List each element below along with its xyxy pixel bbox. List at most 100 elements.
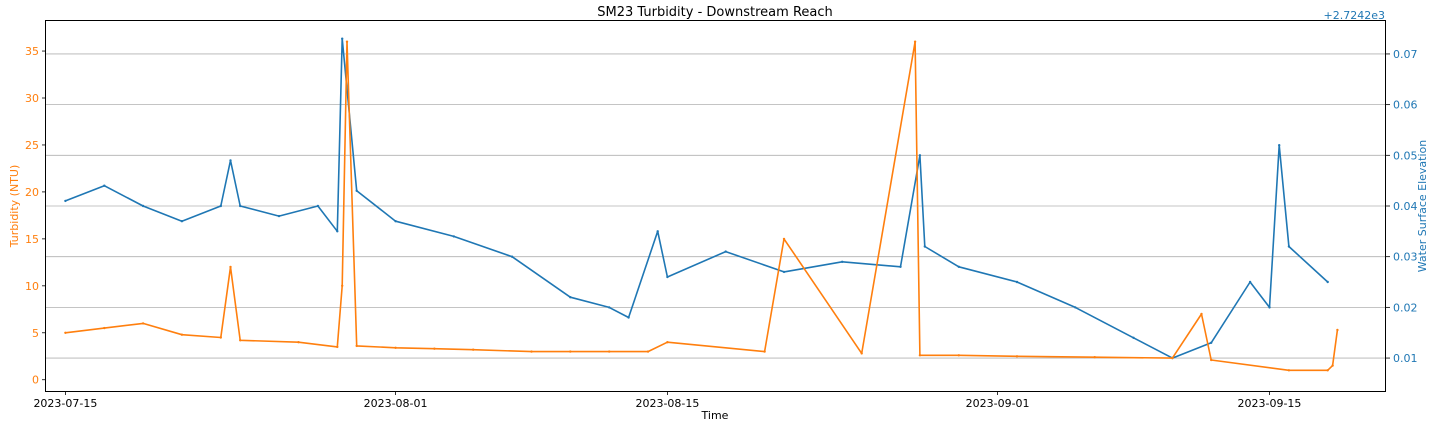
elevation-point (394, 220, 397, 223)
turbidity-point (646, 350, 650, 353)
elevation-point (355, 189, 358, 192)
elevation-point (841, 260, 844, 263)
left-tick-label: 10 (25, 280, 39, 293)
right-tick-label: 0.04 (1393, 200, 1418, 213)
elevation-point (64, 199, 67, 203)
left-axis-label: Turbidity (NTU) (8, 165, 21, 249)
x-axis-label: Time (701, 409, 729, 422)
elevation-point (141, 204, 145, 208)
x-tick-label: 2023-08-15 (635, 397, 699, 410)
x-tick-label: 2023-09-01 (966, 397, 1030, 410)
elevation-point (1074, 306, 1077, 309)
right-tick-label: 0.05 (1393, 149, 1418, 162)
turbidity-point (239, 339, 242, 342)
turbidity-point (341, 284, 344, 287)
grid-layer (46, 53, 1386, 359)
turbidity-point (913, 40, 917, 43)
elevation-point (103, 184, 106, 187)
turbidity-point (355, 344, 358, 348)
chart-title: SM23 Turbidity - Downstream Reach (597, 5, 833, 20)
right-axis: 0.01 0.02 0.03 0.04 0.05 0.06 0.07 (1386, 48, 1418, 365)
elevation-point (1015, 280, 1019, 284)
elevation-point (336, 230, 339, 233)
x-tick-label: 2023-07-15 (33, 397, 97, 410)
turbidity-point (666, 341, 669, 344)
series-layer (64, 37, 1339, 372)
elevation-point (923, 245, 926, 248)
elevation-point (239, 204, 242, 208)
turbidity-point (530, 350, 533, 353)
turbidity-point (180, 333, 184, 336)
turbidity-point (345, 40, 349, 43)
turbidity-point (1210, 358, 1213, 362)
left-tick-label: 25 (25, 139, 39, 152)
turbidity-point (1336, 328, 1339, 332)
elevation-point (452, 235, 455, 238)
turbidity-point (957, 354, 960, 357)
turbidity-point (141, 322, 145, 325)
right-tick-label: 0.06 (1393, 99, 1418, 112)
plot-frame (45, 20, 1386, 392)
turbidity-point (433, 347, 436, 350)
elevation-point (1326, 280, 1329, 284)
right-axis-offset-label: +2.7242e3 (1324, 9, 1385, 22)
turbidity-point (472, 348, 475, 351)
elevation-point (1268, 306, 1271, 309)
left-tick-label: 15 (25, 233, 39, 246)
right-tick-label: 0.03 (1393, 251, 1418, 264)
elevation-point (1132, 336, 1135, 339)
elevation-point (1278, 144, 1281, 147)
turbidity-point (336, 345, 339, 349)
elevation-point (510, 255, 514, 258)
turbidity-point (1171, 356, 1174, 360)
elevation-point (918, 154, 922, 157)
left-tick-label: 0 (32, 374, 39, 387)
elevation-point (666, 275, 669, 279)
elevation-point (627, 316, 630, 319)
elevation-point (1287, 245, 1291, 248)
turbidity-point (860, 352, 863, 355)
elevation-point (957, 265, 960, 268)
turbidity-point (918, 354, 922, 357)
turbidity-point (1331, 364, 1334, 367)
right-tick-label: 0.01 (1393, 352, 1418, 365)
x-tick-label: 2023-08-01 (364, 397, 428, 410)
water-surface-elevation-line (65, 37, 1329, 359)
elevation-point (1210, 341, 1213, 344)
turbidity-point (1287, 369, 1291, 372)
elevation-point (219, 204, 222, 208)
left-tick-label: 5 (32, 327, 39, 340)
turbidity-point (394, 346, 397, 349)
elevation-point (899, 265, 902, 268)
x-tick-label: 2023-09-15 (1238, 397, 1302, 410)
turbidity-point (782, 237, 786, 241)
elevation-point (724, 250, 727, 253)
elevation-point (180, 220, 184, 223)
x-axis: 2023-07-15 2023-08-01 2023-08-15 2023-09-01… (33, 391, 1301, 410)
turbidity-point (297, 341, 300, 344)
left-axis: 0 5 10 15 20 25 30 35 (25, 45, 46, 387)
elevation-point (229, 159, 232, 162)
elevation-point (608, 306, 611, 309)
turbidity-point (103, 326, 106, 330)
elevation-point (1248, 280, 1252, 284)
turbidity-point (1015, 355, 1019, 358)
right-axis-label: Water Surface Elevation (1416, 140, 1429, 273)
turbidity-point (64, 331, 67, 334)
right-tick-label: 0.02 (1393, 301, 1418, 314)
turbidity-point (608, 350, 611, 353)
turbidity-point (219, 336, 222, 339)
elevation-point (782, 270, 786, 274)
right-tick-label: 0.07 (1393, 48, 1418, 61)
turbidity-point (763, 350, 766, 353)
turbidity-point (229, 265, 232, 269)
elevation-point (341, 37, 344, 40)
left-tick-label: 30 (25, 92, 39, 105)
elevation-point (569, 296, 572, 299)
elevation-point (656, 230, 659, 233)
elevation-point (277, 214, 281, 218)
turbidity-point (1200, 312, 1203, 316)
elevation-point (316, 204, 320, 208)
